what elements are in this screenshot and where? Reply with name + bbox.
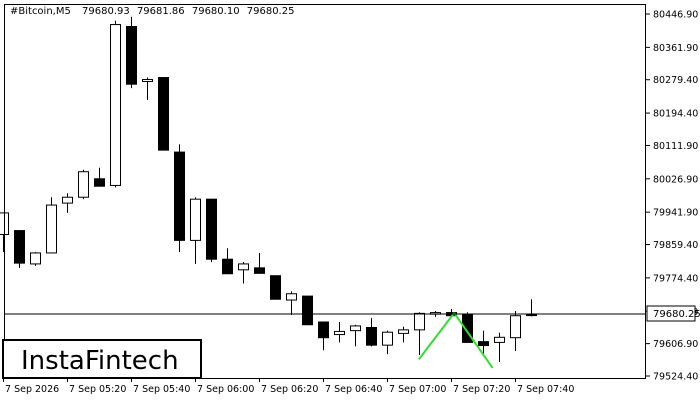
candle-body-bull (382, 331, 393, 346)
candle (126, 16, 137, 89)
candle-body-bull (30, 252, 41, 265)
price-tick-label: 79774.40 (653, 273, 698, 284)
candle-body-bear (254, 267, 265, 274)
time-tick-label: 7 Sep 2026 (5, 384, 59, 395)
candle-body-bull (190, 198, 201, 241)
time-axis: 7 Sep 2026 7 Sep 05:20 7 Sep 05:40 7 Sep 06… (3, 378, 574, 395)
candle (238, 261, 249, 284)
price-tick-label: 80446.90 (653, 10, 698, 21)
price-tick-label: 80026.90 (653, 174, 698, 185)
candle-body-bull (110, 24, 121, 186)
pattern-line (418, 312, 455, 360)
candles-layer (0, 16, 537, 363)
candle (158, 77, 169, 151)
candle-body-bull (78, 171, 89, 198)
time-tick-label: 7 Sep 07:40 (517, 384, 574, 395)
time-tick-label: 7 Sep 06:40 (325, 384, 382, 395)
candle-body-bear (94, 178, 105, 187)
candle-body-bull (286, 293, 297, 301)
candle (254, 252, 265, 274)
candle (46, 197, 57, 254)
candle-body-bull (142, 78, 153, 82)
candle (110, 20, 121, 188)
candle (366, 318, 377, 347)
logo-text: InstaFintech (21, 346, 179, 376)
candle-body-bear (174, 151, 185, 241)
pattern-layer (418, 312, 494, 369)
candle-body-bull (510, 315, 521, 339)
candle (190, 197, 201, 264)
candle (382, 330, 393, 355)
candle-body-bull (398, 329, 409, 334)
candle (302, 295, 313, 326)
time-tick-label: 7 Sep 05:20 (69, 384, 126, 395)
candle-body-bull (46, 204, 57, 254)
candle-body-bear (158, 77, 169, 151)
candle-body-bear (14, 230, 25, 264)
candle (62, 193, 73, 213)
candle (30, 252, 41, 266)
instafintech-logo: InstaFintech (2, 339, 202, 379)
candle-body-bull (62, 196, 73, 204)
chart-header: #Bitcoin,M5 79680.93 79681.86 79680.10 7… (10, 6, 294, 17)
candle-body-bear (478, 341, 489, 347)
candle (414, 312, 425, 355)
candle-body-bear (366, 326, 377, 346)
candle-body-bear (206, 198, 217, 260)
candle-body-bull (414, 312, 425, 331)
price-tick-label: 80279.40 (653, 75, 698, 86)
plot-frame (4, 4, 646, 379)
candle-body-bear (302, 295, 313, 326)
candle (206, 198, 217, 262)
header-high: 79681.86 (137, 6, 185, 17)
candle (142, 77, 153, 100)
candle (318, 321, 329, 351)
header-low: 79680.10 (192, 6, 240, 17)
time-tick-label: 7 Sep 06:20 (261, 384, 318, 395)
candle-body-bear (318, 321, 329, 339)
candle (286, 291, 297, 315)
header-open: 79680.93 (82, 6, 130, 17)
time-tick-label: 7 Sep 07:20 (453, 384, 510, 395)
price-tick-label: 79859.40 (653, 240, 698, 251)
price-tick-label: 79524.40 (653, 372, 698, 383)
candle-body-bull (238, 263, 249, 271)
header-close: 79680.25 (247, 6, 295, 17)
candle (334, 322, 345, 343)
candle (478, 330, 489, 355)
candle (494, 332, 505, 363)
candle (14, 230, 25, 268)
candle-body-bull (350, 325, 361, 332)
candle-body-bull (494, 336, 505, 343)
time-tick-label: 7 Sep 05:40 (133, 384, 190, 395)
candle-body-bull (334, 330, 345, 336)
candle (222, 248, 233, 275)
candle (350, 324, 361, 347)
current-price-label: 79680.25 (653, 309, 700, 320)
candle-body-bear (526, 314, 537, 317)
candle (174, 144, 185, 253)
current-price-badge: 79680.25 (646, 305, 700, 322)
pattern-line (453, 312, 494, 369)
price-tick-label: 80194.40 (653, 109, 698, 120)
time-tick-label: 7 Sep 07:00 (389, 384, 446, 395)
candle (78, 169, 89, 200)
price-tick-label: 80361.90 (653, 43, 698, 54)
candle-body-bear (270, 275, 281, 300)
price-tick-label: 79941.90 (653, 208, 698, 219)
candle (510, 311, 521, 352)
candle (94, 167, 105, 187)
candle (270, 275, 281, 300)
price-tick-label: 79606.90 (653, 339, 698, 350)
candle (398, 326, 409, 343)
candle-body-bear (222, 258, 233, 275)
time-tick-label: 7 Sep 06:00 (197, 384, 254, 395)
candle-body-bear (126, 26, 137, 85)
price-tick-label: 80111.90 (653, 141, 698, 152)
header-symbol: #Bitcoin,M5 (10, 6, 71, 17)
